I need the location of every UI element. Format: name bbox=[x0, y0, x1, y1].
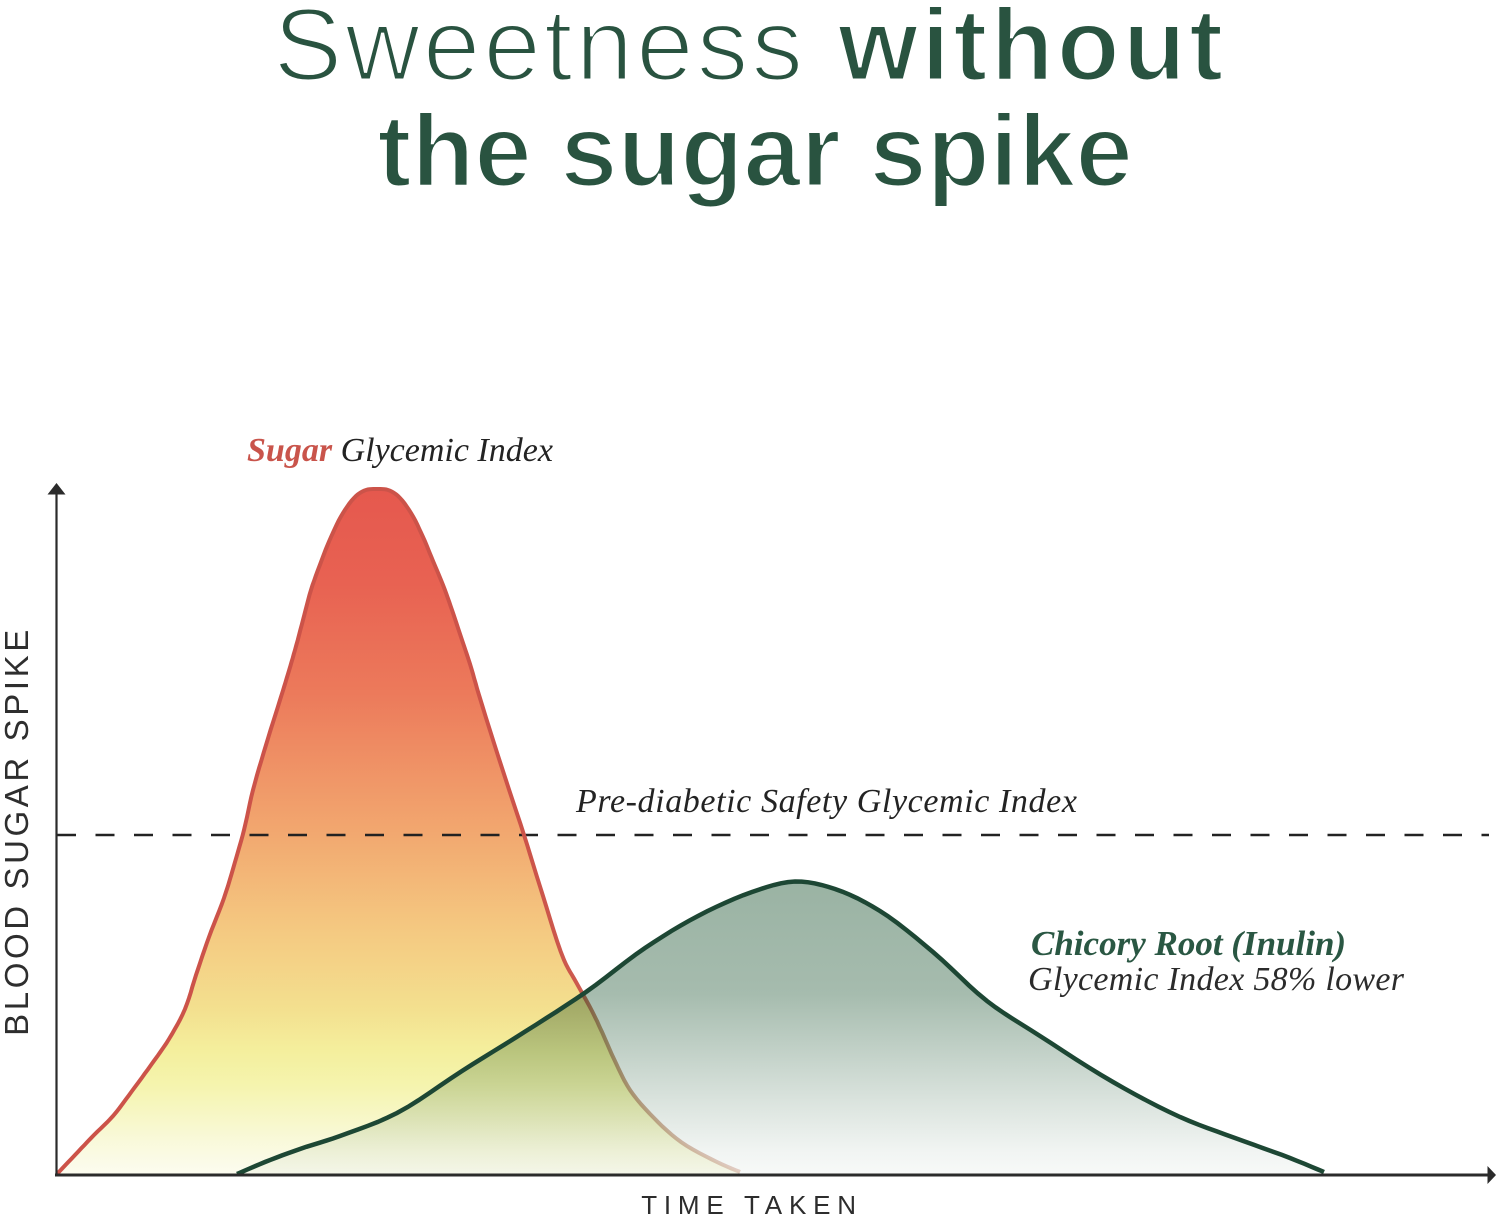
svg-text:Pre-diabetic Safety Glycemic I: Pre-diabetic Safety Glycemic Index bbox=[575, 783, 1078, 820]
svg-text:Sugar Glycemic Index: Sugar Glycemic Index bbox=[247, 432, 553, 469]
svg-text:Sweetness without: Sweetness without bbox=[274, 0, 1227, 102]
svg-text:TIME TAKEN: TIME TAKEN bbox=[641, 1190, 863, 1220]
svg-text:Glycemic Index 58% lower: Glycemic Index 58% lower bbox=[1028, 961, 1405, 998]
svg-text:the sugar spike: the sugar spike bbox=[377, 93, 1133, 208]
svg-text:Chicory Root (Inulin): Chicory Root (Inulin) bbox=[1031, 924, 1346, 963]
svg-text:BLOOD SUGAR SPIKE: BLOOD SUGAR SPIKE bbox=[0, 626, 35, 1036]
